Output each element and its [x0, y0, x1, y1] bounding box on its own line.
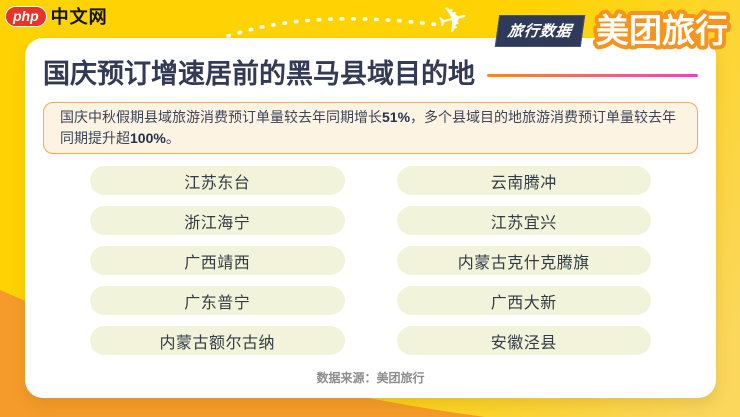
summary-text: 国庆中秋假期县域旅游消费预订单量较去年同期增长 — [60, 109, 382, 125]
data-source-note: 数据来源：美团旅行 — [316, 371, 425, 385]
site-name: 中文网 — [50, 7, 108, 27]
meituan-travel-logo-text: 美团旅行 — [596, 12, 728, 49]
title-underline — [487, 74, 698, 77]
php-site-logo[interactable]: php 中文网 — [5, 3, 108, 29]
title-row: 国庆预订增速居前的黑马县域目的地 — [43, 58, 698, 90]
summary-text: 。 — [165, 130, 180, 146]
destination-pill: 内蒙古克什克腾旗 — [396, 246, 651, 275]
destination-pill: 广西靖西 — [90, 246, 345, 275]
stat-100-percent: 100% — [130, 130, 166, 146]
destination-grid: 江苏东台 云南腾冲 浙江海宁 江苏宜兴 广西靖西 内蒙古克什克腾旗 广东普宁 广… — [90, 166, 651, 355]
stat-51-percent: 51% — [382, 109, 411, 125]
summary-text: ，多个县域目的地旅游消费预订单量较去年同期提升超 — [60, 109, 677, 146]
summary-box: 国庆中秋假期县域旅游消费预订单量较去年同期增长51%，多个县域目的地旅游消费预订… — [43, 102, 698, 154]
destination-pill: 江苏东台 — [90, 166, 345, 195]
page-title: 国庆预订增速居前的黑马县域目的地 — [43, 59, 475, 89]
content-card: 国庆预订增速居前的黑马县域目的地 国庆中秋假期县域旅游消费预订单量较去年同期增长… — [25, 38, 716, 398]
meituan-travel-logo: 美团旅行 — [592, 8, 732, 53]
destination-pill: 安徽泾县 — [396, 326, 651, 355]
destination-pill: 江苏宜兴 — [396, 206, 651, 235]
airplane-icon: ✈ — [433, 0, 473, 44]
travel-data-badge: 旅行数据 — [494, 15, 586, 47]
destination-pill: 内蒙古额尔古纳 — [90, 326, 345, 355]
destination-pill: 云南腾冲 — [396, 166, 651, 195]
php-logo-icon: php — [5, 5, 47, 27]
destination-pill: 浙江海宁 — [90, 206, 345, 235]
destination-pill: 广西大新 — [396, 286, 651, 315]
destination-pill: 广东普宁 — [90, 286, 345, 315]
